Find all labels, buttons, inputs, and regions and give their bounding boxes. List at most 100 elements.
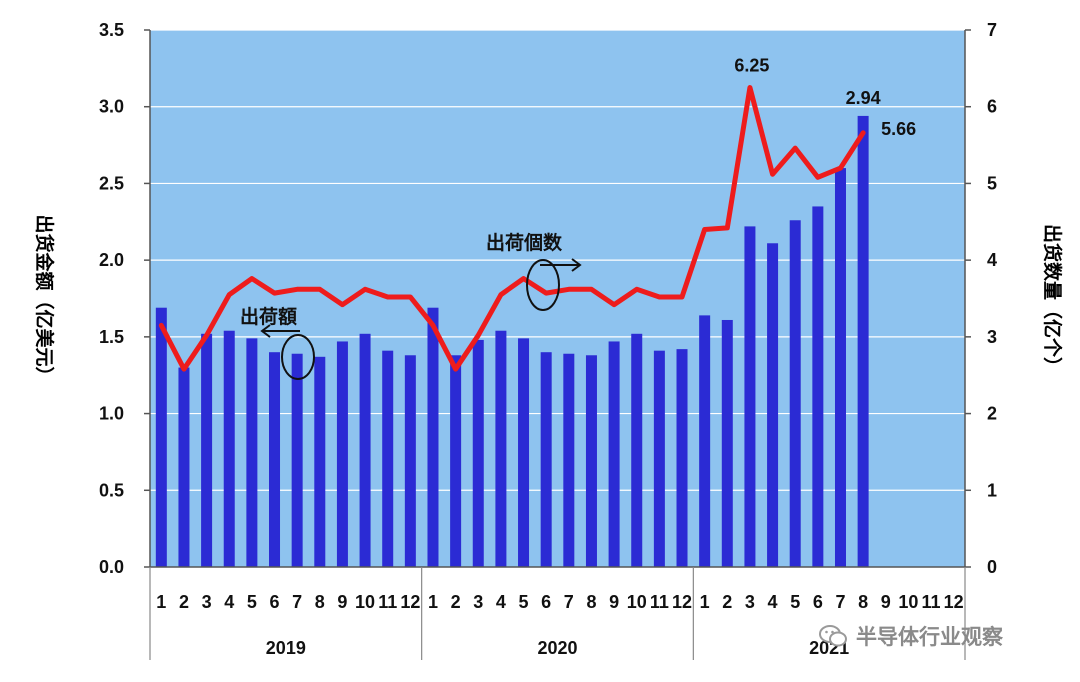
month-label: 8: [315, 592, 325, 612]
bar: [178, 367, 190, 567]
month-label: 11: [922, 592, 941, 612]
wechat-icon: [819, 625, 847, 647]
bar: [699, 315, 711, 567]
month-label: 2: [179, 592, 189, 612]
bar: [291, 353, 303, 567]
month-label: 10: [898, 592, 918, 612]
annotation-amount-ellipse: [281, 334, 315, 380]
bar: [563, 353, 575, 567]
right-tick-label: 1: [987, 480, 997, 500]
annotation-amount-arrow: [260, 324, 300, 338]
month-label: 4: [768, 592, 778, 612]
month-label: 1: [700, 592, 710, 612]
data-label-bar-last: 2.94: [846, 88, 881, 108]
month-label: 3: [202, 592, 212, 612]
left-tick-label: 2.5: [99, 173, 124, 193]
month-label: 1: [428, 592, 438, 612]
axes: [149, 30, 966, 568]
month-label: 6: [813, 592, 823, 612]
right-axis-ticks: 0 1 2 3 4 5 6 7: [965, 20, 997, 577]
bar: [404, 355, 416, 567]
month-label: 10: [355, 592, 375, 612]
month-label: 7: [835, 592, 845, 612]
month-label: 2: [722, 592, 732, 612]
month-label: 11: [378, 592, 397, 612]
month-label: 3: [473, 592, 483, 612]
bar: [653, 350, 665, 567]
bar: [472, 339, 484, 567]
line-series: [158, 85, 866, 372]
bar: [223, 330, 235, 567]
year-label: 2019: [266, 638, 306, 658]
annotation-amount: 出荷額: [240, 305, 297, 328]
month-label: 5: [519, 592, 529, 612]
right-tick-label: 6: [987, 97, 997, 117]
month-label: 7: [564, 592, 574, 612]
right-tick-label: 0: [987, 557, 997, 577]
bar: [834, 168, 846, 568]
month-label: 9: [609, 592, 619, 612]
month-label: 8: [858, 592, 868, 612]
left-tick-label: 3.0: [99, 97, 124, 117]
data-label-line-peak: 6.25: [734, 56, 769, 76]
month-label: 12: [944, 592, 964, 612]
month-label: 11: [650, 592, 669, 612]
bar: [450, 355, 462, 567]
bar: [427, 307, 439, 567]
watermark-text: 半导体行业观察: [856, 625, 1003, 649]
month-label: 12: [672, 592, 692, 612]
left-axis-ticks: 0.0 0.5 1.0 1.5 2.0 2.5 3.0 3.5: [99, 20, 150, 577]
bar: [767, 243, 779, 567]
month-label: 4: [224, 592, 234, 612]
bar: [789, 220, 801, 567]
left-tick-label: 2.0: [99, 250, 124, 270]
bar: [608, 341, 620, 567]
left-tick-label: 3.5: [99, 20, 124, 40]
axis-title-right-text: 出货数量（亿个）: [1041, 224, 1064, 376]
bar: [314, 356, 326, 567]
right-tick-label: 5: [987, 173, 997, 193]
annotation-count: 出荷個数: [486, 231, 563, 254]
month-label: 10: [627, 592, 647, 612]
month-label: 3: [745, 592, 755, 612]
left-tick-label: 1.5: [99, 327, 124, 347]
bar: [336, 341, 348, 567]
bar: [269, 352, 281, 567]
bar: [518, 338, 530, 567]
month-label: 4: [496, 592, 506, 612]
left-tick-label: 0.0: [99, 557, 124, 577]
bar: [359, 333, 371, 567]
left-tick-label: 0.5: [99, 480, 124, 500]
month-label: 5: [790, 592, 800, 612]
right-tick-label: 4: [987, 250, 997, 270]
right-tick-label: 2: [987, 404, 997, 424]
annotation-count-arrow: [540, 258, 582, 272]
month-label: 9: [881, 592, 891, 612]
bar: [631, 333, 643, 567]
bar: [246, 338, 258, 567]
month-label: 9: [337, 592, 347, 612]
bar: [744, 226, 756, 568]
watermark: 半导体行业观察: [818, 618, 1068, 654]
bar: [676, 349, 688, 567]
axis-title-right: 出货数量（亿个）: [1041, 224, 1064, 376]
bar: [201, 333, 213, 567]
month-label: 6: [541, 592, 551, 612]
bar-series: [155, 115, 869, 568]
annotation-count-ellipse: [526, 259, 560, 311]
data-label-line-last: 5.66: [881, 119, 916, 139]
bar: [382, 350, 394, 567]
year-label: 2020: [537, 638, 577, 658]
month-label: 1: [156, 592, 166, 612]
bar: [540, 352, 552, 567]
month-label: 7: [292, 592, 302, 612]
right-tick-label: 3: [987, 327, 997, 347]
bar: [495, 330, 507, 567]
bar: [857, 115, 869, 568]
bar: [721, 319, 733, 567]
axis-title-left-text: 出货金额（亿美元）: [33, 214, 56, 385]
month-label: 12: [400, 592, 420, 612]
right-tick-label: 7: [987, 20, 997, 40]
month-label: 6: [270, 592, 280, 612]
